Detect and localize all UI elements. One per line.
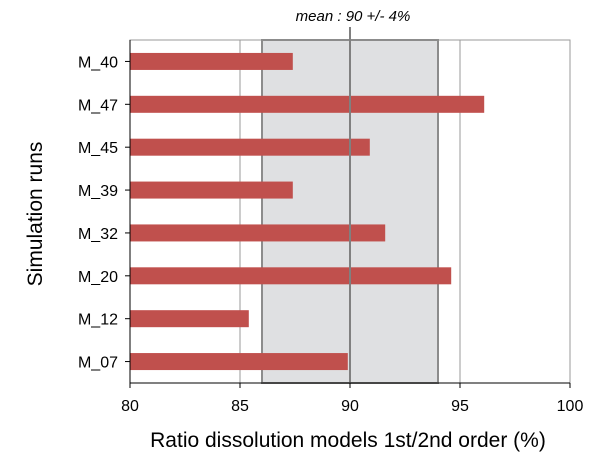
category-label-M_47: M_47	[78, 97, 118, 114]
tick-labels: 80 85 90 95 100	[121, 398, 583, 415]
bar-M_12	[130, 310, 249, 328]
category-label-M_45: M_45	[78, 140, 118, 157]
bar-M_47	[130, 95, 485, 113]
x-tick-label-100: 100	[557, 398, 584, 415]
y-axis-title: Simulation runs	[24, 142, 47, 287]
category-labels: M_40 M_47 M_45 M_39 M_32 M_20 M_12 M_07	[78, 54, 118, 371]
bar-M_39	[130, 181, 293, 199]
category-label-M_39: M_39	[78, 183, 118, 200]
x-tick-label-90: 90	[341, 398, 359, 415]
category-label-M_07: M_07	[78, 355, 118, 372]
category-label-M_40: M_40	[78, 54, 118, 71]
bars-layer	[130, 52, 485, 371]
bar-M_32	[130, 224, 386, 242]
x-tick-label-80: 80	[121, 398, 139, 415]
category-label-M_12: M_12	[78, 312, 118, 329]
axis-layer	[125, 40, 571, 388]
mean-annotation: mean : 90 +/- 4%	[296, 8, 411, 25]
bar-M_40	[130, 52, 293, 70]
x-tick-label-95: 95	[451, 398, 469, 415]
category-label-M_32: M_32	[78, 226, 118, 243]
bar-M_20	[130, 267, 452, 285]
category-label-M_20: M_20	[78, 269, 118, 286]
x-axis-title: Ratio dissolution models 1st/2nd order (…	[150, 429, 546, 452]
bar-M_45	[130, 138, 370, 156]
bar-M_07	[130, 353, 348, 371]
x-tick-label-85: 85	[231, 398, 249, 415]
